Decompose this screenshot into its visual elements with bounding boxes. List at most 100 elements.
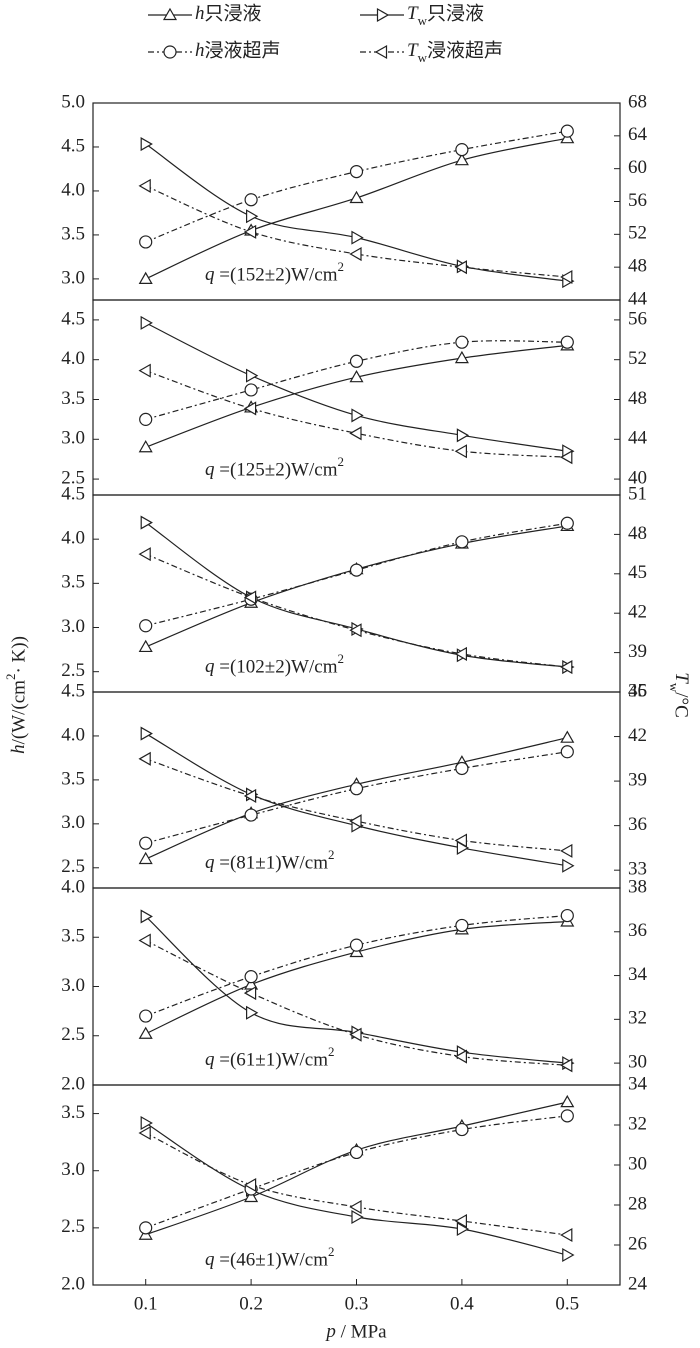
plot-frame [92, 494, 621, 693]
marker [349, 1145, 364, 1160]
y-tick-label: 2.5 [61, 1024, 85, 1045]
marker [243, 1177, 257, 1193]
legend-label: h浸液超声 [195, 39, 281, 61]
y-tick-label: 4.0 [61, 348, 85, 369]
marker [454, 152, 469, 166]
marker [139, 836, 153, 850]
marker [138, 639, 153, 653]
series-line [145, 737, 568, 860]
y-tick-label: 3.5 [61, 572, 85, 593]
y-tick-label: 3.5 [61, 388, 85, 409]
y2-tick-label: 68 [628, 91, 647, 112]
marker [454, 646, 467, 661]
y2-tick-label: 38 [628, 876, 647, 897]
y2-tick-label: 32 [628, 1008, 647, 1029]
marker [455, 143, 469, 157]
y2-tick-label: 24 [628, 1273, 648, 1294]
series [139, 335, 574, 426]
y2-tick-label: 36 [628, 920, 647, 941]
marker [349, 782, 364, 796]
marker [139, 1221, 153, 1235]
legend-item: Tw只浸液 [360, 2, 484, 28]
marker [351, 1209, 364, 1225]
y-tick-label: 4.0 [61, 528, 85, 549]
marker [560, 1227, 573, 1243]
y-tick-label: 2.0 [61, 1073, 85, 1094]
marker [138, 363, 151, 378]
series [138, 547, 573, 675]
marker [349, 164, 364, 179]
series-line [145, 185, 568, 278]
y2-tick-label: 51 [628, 483, 647, 504]
marker [454, 260, 467, 275]
y-tick-label: 4.5 [61, 680, 85, 701]
y2-tick-label: 36 [628, 680, 647, 701]
y-tick-label: 3.0 [61, 267, 85, 288]
y-tick-label: 2.5 [61, 1216, 85, 1237]
series [138, 751, 573, 858]
marker [349, 938, 364, 952]
marker [349, 426, 362, 441]
marker [246, 209, 259, 224]
marker [349, 563, 364, 577]
marker [139, 1009, 153, 1023]
series [138, 1125, 573, 1243]
series-line [145, 130, 568, 243]
y2-tick-label: 44 [628, 428, 648, 449]
marker [349, 369, 364, 383]
y-tick-label: 3.5 [61, 1102, 85, 1123]
y2-tick-label: 52 [628, 348, 647, 369]
x-tick-label: 0.3 [345, 1293, 369, 1314]
y-tick-label: 4.0 [61, 179, 85, 200]
panel-annotation: q =(125±2)W/cm2 [205, 454, 344, 480]
series-line [145, 522, 568, 627]
marker [349, 623, 362, 638]
marker [374, 44, 388, 60]
series-line [145, 1122, 568, 1256]
legend-label: Tw浸液超声 [407, 39, 503, 65]
y2-tick-label: 45 [628, 562, 647, 583]
marker [455, 1122, 469, 1137]
y2-tick-label: 56 [628, 308, 647, 329]
series [138, 363, 573, 465]
marker [138, 271, 153, 284]
y2-tick-label: 32 [628, 1113, 647, 1134]
series [138, 730, 575, 865]
panel-annotation: q =(46±1)W/cm2 [205, 1244, 334, 1270]
y2-axis-label: Tw/°C [667, 672, 692, 718]
marker [163, 45, 177, 59]
marker [560, 843, 573, 858]
y-axis-label: h/(W/(cm2· K)) [3, 636, 29, 754]
y-tick-label: 2.5 [61, 660, 85, 681]
marker [560, 124, 574, 138]
y2-tick-label: 34 [628, 964, 648, 985]
marker [139, 619, 153, 633]
y2-tick-label: 64 [628, 124, 648, 145]
legend-item: Tw浸液超声 [360, 39, 503, 65]
marker [560, 730, 575, 743]
marker [244, 970, 258, 984]
series-line [145, 1115, 568, 1229]
y-tick-label: 2.5 [61, 856, 85, 877]
marker [454, 833, 467, 848]
series-line [145, 143, 568, 282]
legend-item: h只浸液 [148, 2, 262, 24]
y2-tick-label: 30 [628, 1153, 647, 1174]
marker [349, 1199, 362, 1215]
series [138, 130, 575, 284]
y2-tick-label: 39 [628, 769, 647, 790]
x-tick-label: 0.2 [239, 1293, 263, 1314]
marker [349, 814, 362, 829]
marker [351, 230, 364, 245]
y-tick-label: 4.5 [61, 483, 85, 504]
y2-tick-label: 28 [628, 1193, 647, 1214]
marker [560, 450, 573, 465]
marker [560, 1109, 574, 1123]
legend-item: h浸液超声 [148, 39, 281, 61]
marker [138, 851, 153, 865]
marker [562, 1247, 575, 1263]
series-line [145, 733, 568, 867]
y-tick-label: 4.5 [61, 135, 85, 156]
marker [455, 918, 469, 933]
